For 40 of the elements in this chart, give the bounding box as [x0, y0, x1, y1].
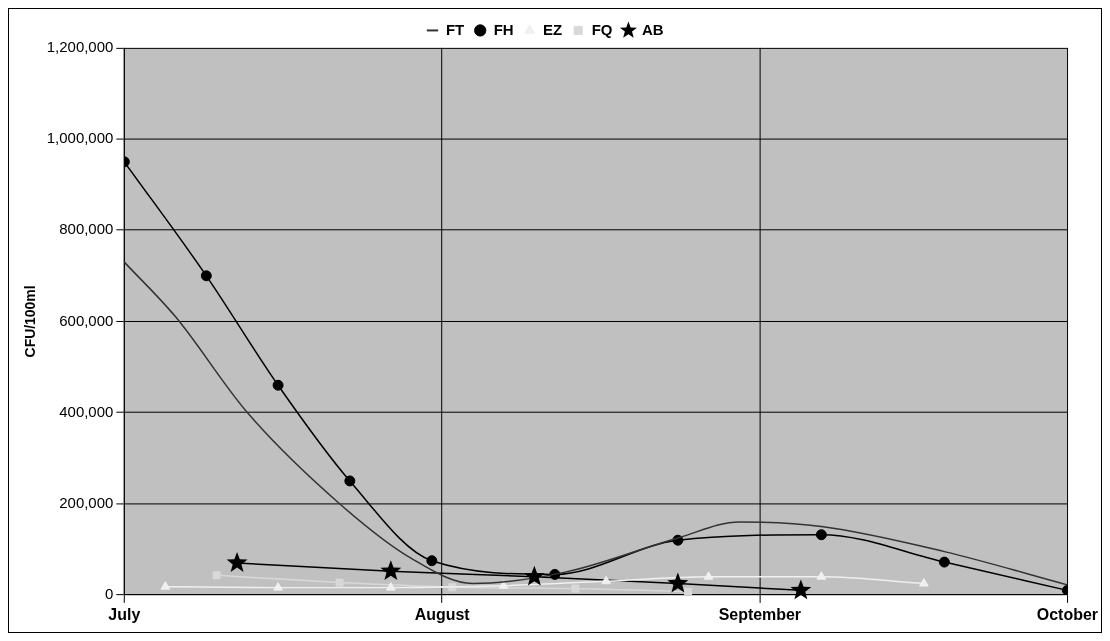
point	[684, 587, 693, 595]
point	[200, 270, 212, 282]
x-tick-label: August	[414, 605, 471, 623]
point	[380, 560, 402, 581]
y-tick-label: 1,000,000	[46, 129, 114, 147]
point	[703, 571, 714, 580]
point	[498, 580, 509, 589]
point	[919, 578, 929, 587]
legend-label: FH	[493, 20, 514, 38]
point	[426, 555, 438, 567]
point	[272, 379, 284, 391]
point	[212, 571, 221, 580]
point	[938, 556, 950, 568]
point	[790, 579, 812, 600]
point	[816, 571, 827, 580]
legend-label: FQ	[591, 20, 613, 38]
point	[571, 584, 580, 593]
point	[386, 582, 396, 591]
x-tick-label: September	[718, 605, 802, 623]
y-tick-label: 200,000	[59, 493, 114, 511]
point	[273, 582, 283, 591]
legend-label: EZ	[543, 20, 563, 38]
y-tick-label: 800,000	[59, 220, 114, 238]
y-tick-label: 0	[105, 585, 114, 603]
y-axis-title: CFU/100ml	[22, 285, 39, 358]
point	[160, 581, 171, 590]
legend-label: FT	[445, 20, 465, 38]
point	[523, 565, 545, 586]
y-tick-label: 400,000	[59, 402, 114, 420]
point	[226, 552, 248, 572]
point	[815, 529, 827, 541]
point	[344, 475, 356, 487]
legend-label: AB	[641, 20, 664, 38]
x-tick-label: July	[108, 605, 141, 623]
y-tick-label: 1,200,000	[46, 38, 114, 55]
point	[667, 572, 689, 593]
point	[601, 575, 611, 585]
y-tick-label: 600,000	[59, 311, 114, 329]
point	[335, 578, 344, 587]
x-tick-label: October	[1036, 605, 1098, 623]
